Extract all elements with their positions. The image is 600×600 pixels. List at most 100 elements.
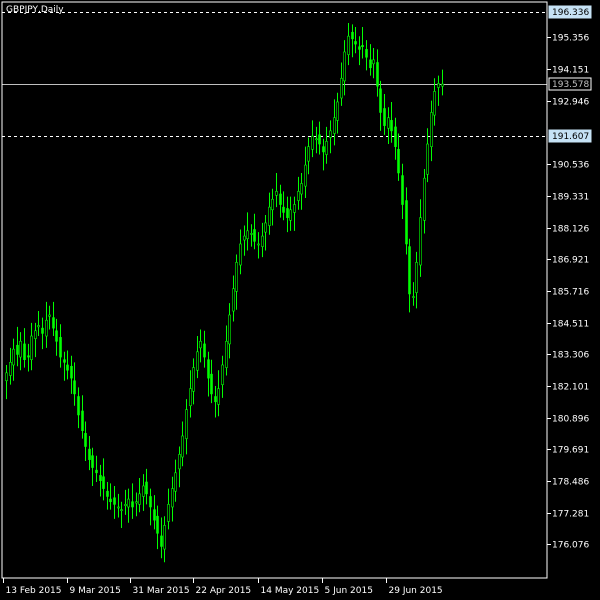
candle-body-99	[361, 45, 364, 48]
candle-body-19	[73, 380, 76, 395]
candle-body-25	[95, 469, 98, 474]
candle-body-102	[372, 59, 375, 65]
candle-body-77	[282, 206, 285, 213]
candle-body-15	[59, 337, 62, 358]
candle-body-36	[135, 501, 138, 504]
candle-body-97	[354, 41, 357, 45]
candle-body-86	[315, 138, 318, 141]
candle-body-52	[192, 367, 195, 392]
candle-body-56	[207, 359, 210, 379]
candle-body-84	[307, 146, 310, 162]
candle-body-59	[217, 388, 220, 405]
y-tick-label-1: 194.151	[552, 66, 589, 76]
candle-body-60	[221, 364, 224, 385]
candle-body-47	[174, 472, 177, 492]
candle-body-11	[45, 319, 48, 337]
candle-body-108	[394, 126, 397, 147]
candle-body-16	[63, 359, 66, 363]
candle-body-80	[293, 204, 296, 213]
candle-body-61	[225, 340, 228, 368]
candle-body-0	[5, 372, 8, 382]
candle-body-33	[124, 504, 127, 506]
candle-body-119	[433, 91, 436, 116]
plot-frame	[1, 1, 548, 579]
candle-body-53	[196, 351, 199, 371]
candle-body-57	[210, 373, 213, 395]
candle-body-32	[120, 509, 123, 511]
candle-body-38	[142, 485, 145, 497]
candle-body-81	[297, 191, 300, 201]
candle-body-107	[390, 120, 393, 132]
candle-body-110	[401, 175, 404, 205]
y-axis: 195.356 194.151 192.946 190.536 189.331 188.1…	[547, 5, 592, 551]
level-price-box-1	[548, 77, 592, 91]
candle-body-54	[199, 340, 202, 349]
candle-body-98	[358, 46, 361, 50]
candle-body-91	[333, 117, 336, 134]
candle-body-49	[181, 435, 184, 458]
candle-body-46	[171, 488, 174, 508]
x-tick-label-4: 14 May 2015	[261, 586, 320, 596]
candle-body-9	[37, 325, 40, 328]
candle-body-67	[246, 230, 249, 240]
candle-body-109	[397, 148, 400, 174]
candle-body-44	[163, 525, 166, 550]
candle-body-94	[343, 51, 346, 82]
candle-body-115	[419, 217, 422, 266]
candle-body-50	[185, 409, 188, 439]
candle-body-117	[426, 143, 429, 175]
candle-body-45	[167, 504, 170, 522]
candle-body-65	[239, 243, 242, 266]
candle-body-35	[131, 501, 134, 508]
candle-body-30	[113, 497, 116, 505]
candle-body-39	[145, 481, 148, 495]
candle-body-12	[48, 314, 51, 317]
candle-body-62	[228, 314, 231, 345]
candle-body-101	[369, 59, 372, 69]
chart-title: GBPJPY,Daily	[6, 5, 64, 15]
candle-body-66	[243, 235, 246, 241]
candle-body-120	[437, 83, 440, 88]
candle-body-72	[264, 222, 267, 233]
candle-body-78	[286, 208, 289, 218]
candle-body-73	[268, 206, 271, 226]
candle-body-55	[203, 343, 206, 358]
candle-body-89	[325, 141, 328, 155]
candle-body-48	[178, 454, 181, 470]
candle-body-69	[253, 229, 256, 242]
candle-body-14	[55, 330, 58, 342]
candle-body-51	[189, 388, 192, 407]
candle-body-3	[16, 344, 19, 355]
candle-body-106	[387, 117, 390, 129]
candle-body-64	[235, 262, 238, 292]
candle-body-82	[300, 183, 303, 195]
candle-body-31	[117, 506, 120, 509]
candle-body-83	[304, 164, 307, 187]
candle-body-18	[70, 365, 73, 379]
y-tick-label-9: 183.306	[552, 351, 589, 361]
candle-body-23	[88, 448, 91, 460]
candle-body-4	[19, 340, 22, 358]
candle-body-76	[279, 193, 282, 205]
candle-body-79	[289, 209, 292, 221]
x-tick-label-6: 29 Jun 2015	[389, 586, 443, 596]
candle-body-100	[365, 49, 368, 58]
candle-body-34	[127, 498, 130, 508]
candle-body-95	[347, 35, 350, 55]
y-tick-label-5: 188.126	[552, 225, 589, 235]
candle-body-58	[214, 396, 217, 403]
candle-body-116	[423, 177, 426, 221]
candle-body-85	[311, 135, 314, 150]
candle-body-22	[84, 433, 87, 447]
candle-body-42	[156, 515, 159, 534]
y-tick-label-7: 185.716	[552, 288, 589, 298]
candle-body-118	[430, 112, 433, 147]
candle-body-10	[41, 327, 44, 334]
level-price-box-0	[548, 5, 592, 19]
y-tick-label-13: 178.486	[552, 478, 589, 488]
candle-body-74	[271, 198, 274, 211]
candle-body-114	[415, 262, 418, 293]
y-tick-label-12: 179.691	[552, 446, 589, 456]
x-tick-label-0: 13 Feb 2015	[6, 586, 62, 596]
